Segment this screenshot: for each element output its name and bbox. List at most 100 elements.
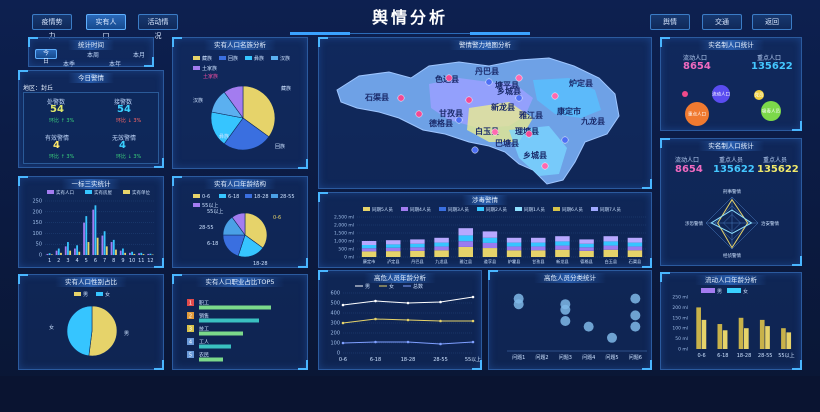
age-legend-label-2: 18-28 xyxy=(254,194,269,200)
hra-point xyxy=(406,301,410,305)
three-real-panel: 一标三实统计 实有人口 实有房屋 实有单位 250 200 150 100 50 0 1 2 3 4 5 6… xyxy=(18,176,164,268)
job-rank-number: 5 xyxy=(189,353,192,359)
job-bar xyxy=(199,318,259,323)
fage-legend-swatch-1 xyxy=(727,288,741,293)
job-name: 农民 xyxy=(199,352,209,359)
three-real-xtick: 9 xyxy=(121,258,124,264)
gender-label-female: 女 xyxy=(49,324,54,331)
map-pin xyxy=(515,94,523,102)
three-real-bar xyxy=(78,251,81,255)
job-bar xyxy=(199,331,243,336)
hrt-bubble xyxy=(630,310,641,321)
ethnic-legend-label-4: 土家族 xyxy=(202,65,217,72)
job-name: 技工 xyxy=(199,326,209,333)
drug-bar-segment xyxy=(410,250,425,257)
drug-bar-segment xyxy=(627,237,643,243)
age-legend-swatch-2 xyxy=(245,194,252,198)
high-risk-age-chart: 男 女 总数 600 500 400 300 200 100 00-6 6-18 18-28 28-55… xyxy=(330,283,481,363)
age-slice-4 xyxy=(231,212,246,236)
job-top5-title: 实有人口职业占比TOP5 xyxy=(195,277,285,287)
ethnic-legend-swatch-1 xyxy=(219,56,226,60)
nav-activity[interactable]: 活动情况 xyxy=(138,14,178,40)
drug-legend-swatch-4 xyxy=(515,207,522,211)
drug-bar-segment xyxy=(361,251,377,257)
hra-point xyxy=(439,342,442,346)
fage-bar xyxy=(717,324,723,349)
map-region-label: 德格县 xyxy=(429,118,453,128)
fage-xtick: 0-6 xyxy=(698,353,706,359)
nav-return[interactable]: 返回 xyxy=(752,14,792,30)
gender-legend-swatch-0 xyxy=(74,292,81,296)
fage-xtick: 6-18 xyxy=(717,353,728,359)
drug-xtick: 泸定县 xyxy=(387,258,400,265)
map-region-label: 乡城县 xyxy=(523,150,547,160)
three-real-bar xyxy=(46,253,49,255)
three-real-bar xyxy=(83,222,85,255)
drug-alert-title: 涉毒警情 xyxy=(462,195,508,205)
age-legend-swatch-4 xyxy=(193,203,200,207)
hra-point xyxy=(341,321,345,325)
age-label-4: 55以上 xyxy=(207,208,223,215)
floating-age-title: 流动人口年龄分析 xyxy=(695,275,767,285)
ethnic-label-0: 土家族 xyxy=(203,73,218,80)
tab-week[interactable]: 本周 xyxy=(87,52,100,59)
tab-quarter[interactable]: 本季 xyxy=(63,61,76,68)
radar-label: 经侦警情 xyxy=(723,252,741,259)
high-risk-type-title: 高危人员分类统计 xyxy=(534,273,606,283)
drug-legend-label-3: 同期2人员 xyxy=(486,207,507,213)
ethnic-slice-0 xyxy=(242,85,276,138)
map-region-label: 雅江县 xyxy=(519,110,543,120)
drug-alert-panel: 涉毒警情 同期5人员 同期4人员 同期3人员 同期2人员 同期1人员 同期6人员 同期7人员… xyxy=(318,192,652,268)
real-pop-bubble-2 xyxy=(685,102,709,126)
bottom-band xyxy=(0,376,820,412)
drug-bar-segment xyxy=(506,246,522,251)
hrt-xtick: 问题3 xyxy=(559,354,572,361)
drug-ytick: 2,000 ml xyxy=(334,223,354,229)
map-panel: 警情警力地图分析 丹巴县色达县乡城县塘平县石渠县炉定县德格县甘孜县康定市理塘县新… xyxy=(318,37,652,189)
three-real-bar xyxy=(57,248,60,255)
tab-month[interactable]: 本月 xyxy=(133,52,146,59)
alert-ratio-4: 环比 ↓ 3% xyxy=(116,154,142,160)
hrt-xtick: 问题5 xyxy=(605,354,618,361)
drug-bar-segment xyxy=(603,245,618,250)
drug-ytick: 1,500 ml xyxy=(334,231,354,237)
nav-population[interactable]: 实有人口 xyxy=(86,14,126,40)
drug-bar-segment xyxy=(482,248,498,257)
three-real-xtick: 1 xyxy=(48,258,51,264)
nav-yiqing[interactable]: 疫情势力 xyxy=(32,14,72,40)
three-real-bar xyxy=(85,216,88,255)
radar-series-0 xyxy=(717,198,749,249)
three-real-legend-label-2: 实有单位 xyxy=(132,189,150,196)
hra-point xyxy=(341,303,345,307)
three-real-xtick: 2 xyxy=(57,258,60,264)
drug-bar-segment xyxy=(531,246,546,251)
real-pop-value-1: 8654 xyxy=(683,61,711,72)
job-rank-number: 4 xyxy=(189,340,192,346)
three-real-xtick: 10 xyxy=(129,258,135,264)
drug-legend-swatch-3 xyxy=(477,207,484,211)
nav-opinion[interactable]: 舆情 xyxy=(650,14,690,30)
tab-year[interactable]: 本年 xyxy=(109,61,122,68)
tab-today[interactable]: 今日 xyxy=(35,49,57,65)
hra-point xyxy=(341,341,345,345)
three-real-bar xyxy=(87,242,90,255)
district-label: 地区：封丘 xyxy=(23,85,54,92)
gender-slice-1 xyxy=(66,305,93,357)
fage-bar xyxy=(738,317,744,349)
drug-xtick: 石渠县 xyxy=(629,258,642,265)
drug-legend-label-4: 同期1人员 xyxy=(524,207,545,213)
alert-value-2: 54 xyxy=(117,104,131,115)
float-value-2: 135622 xyxy=(713,164,755,175)
map-region-east xyxy=(533,78,601,118)
drug-legend-label-6: 同期7人员 xyxy=(600,207,621,213)
job-rank-number: 1 xyxy=(189,301,192,307)
nav-traffic[interactable]: 交通 xyxy=(702,14,742,30)
ethnic-legend-swatch-3 xyxy=(271,56,278,60)
radar-series-1 xyxy=(710,209,753,234)
today-alert-panel: 今日警情 地区：封丘 处警数 54 环比 ↑ 3% 接警数 54 环比 ↓ 3%… xyxy=(18,70,164,168)
map-region-label: 塘平县 xyxy=(495,80,519,90)
three-real-bar xyxy=(96,237,99,255)
hrt-xtick: 问题1 xyxy=(512,354,525,361)
hra-point xyxy=(374,317,377,321)
drug-legend-swatch-0 xyxy=(363,207,370,211)
